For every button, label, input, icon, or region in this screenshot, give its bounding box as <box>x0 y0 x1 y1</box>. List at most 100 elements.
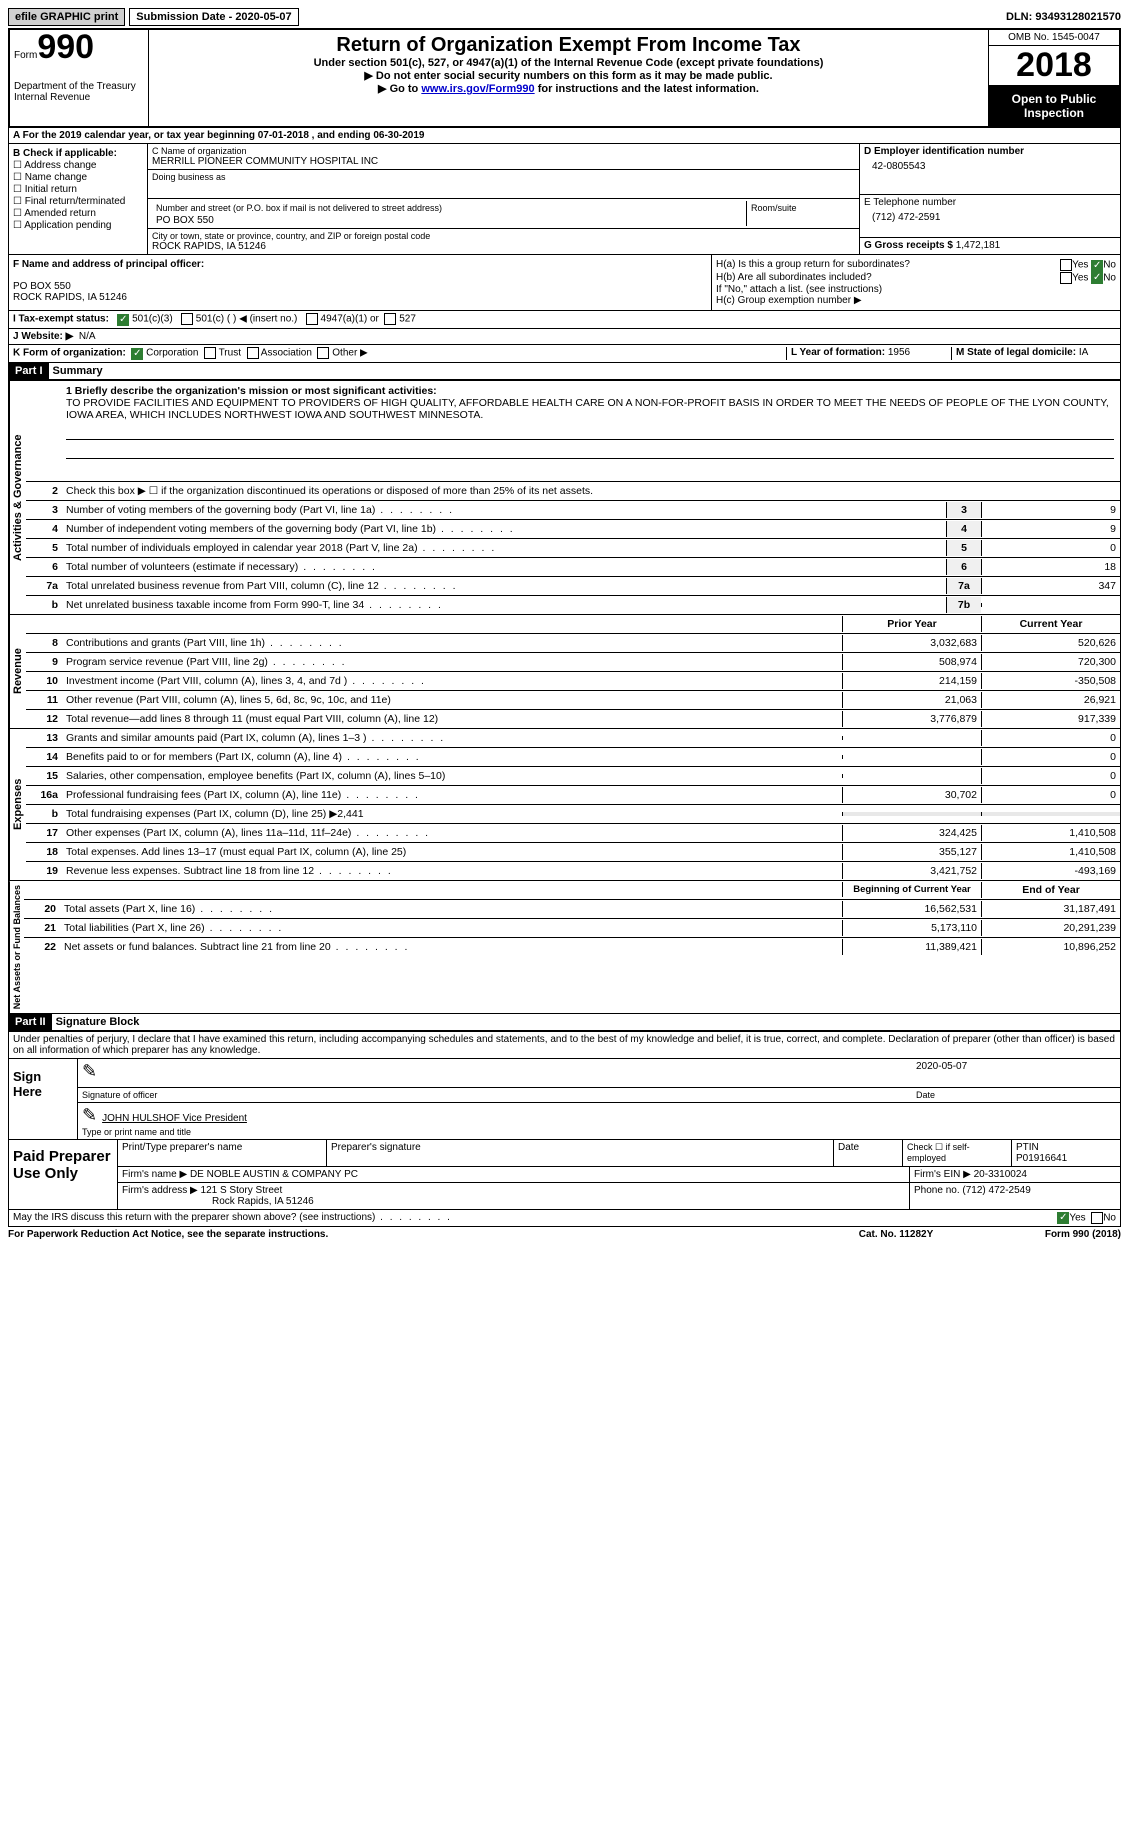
line-12: Total revenue—add lines 8 through 11 (mu… <box>62 711 842 727</box>
cb-corp[interactable]: ✓ <box>131 348 143 360</box>
form-footer: Form 990 (2018) <box>971 1229 1121 1240</box>
cb-name-change[interactable]: ☐ Name change <box>13 172 143 183</box>
header-right: OMB No. 1545-0047 2018 Open to Public In… <box>989 30 1119 126</box>
val-15c: 0 <box>981 768 1120 784</box>
form-subtitle: Under section 501(c), 527, or 4947(a)(1)… <box>155 57 982 69</box>
prep-date-hdr: Date <box>834 1140 903 1166</box>
cb-527[interactable] <box>384 313 396 325</box>
val-22p: 11,389,421 <box>842 939 981 955</box>
line-10: Investment income (Part VIII, column (A)… <box>62 673 842 689</box>
val-15p <box>842 774 981 778</box>
exp-label: Expenses <box>9 729 26 880</box>
irs-link[interactable]: www.irs.gov/Form990 <box>421 83 534 95</box>
cb-501c3[interactable]: ✓ <box>117 314 129 326</box>
main-info-block: B Check if applicable: ☐ Address change … <box>8 144 1121 255</box>
val-8c: 520,626 <box>981 635 1120 651</box>
hb-no[interactable]: ✓ <box>1091 272 1103 284</box>
val-8p: 3,032,683 <box>842 635 981 651</box>
officer-addr2: ROCK RAPIDS, IA 51246 <box>13 292 127 303</box>
efile-button[interactable]: efile GRAPHIC print <box>8 8 125 26</box>
val-9c: 720,300 <box>981 654 1120 670</box>
cb-initial-return[interactable]: ☐ Initial return <box>13 184 143 195</box>
website-value: N/A <box>79 331 96 342</box>
val-18c: 1,410,508 <box>981 844 1120 860</box>
end-year-hdr: End of Year <box>981 882 1120 898</box>
box-c: C Name of organization MERRILL PIONEER C… <box>148 144 859 254</box>
cb-trust[interactable] <box>204 347 216 359</box>
val-19c: -493,169 <box>981 863 1120 879</box>
line-3: Number of voting members of the governin… <box>62 502 946 518</box>
line-16a: Professional fundraising fees (Part IX, … <box>62 787 842 803</box>
line-8: Contributions and grants (Part VIII, lin… <box>62 635 842 651</box>
h-c-label: H(c) Group exemption number ▶ <box>716 295 1116 306</box>
val-20p: 16,562,531 <box>842 901 981 917</box>
box-f: F Name and address of principal officer:… <box>9 255 712 310</box>
firm-phone: (712) 472-2549 <box>962 1185 1030 1196</box>
mission-text: TO PROVIDE FACILITIES AND EQUIPMENT TO P… <box>66 397 1109 421</box>
officer-row: F Name and address of principal officer:… <box>8 255 1121 311</box>
line-18: Total expenses. Add lines 13–17 (must eq… <box>62 844 842 860</box>
org-city: ROCK RAPIDS, IA 51246 <box>152 241 855 252</box>
net-label: Net Assets or Fund Balances <box>9 881 24 1013</box>
cb-assoc[interactable] <box>247 347 259 359</box>
h-a-label: H(a) Is this a group return for subordin… <box>716 259 910 272</box>
form-word: Form <box>14 50 37 61</box>
line-5: Total number of individuals employed in … <box>62 540 946 556</box>
cb-other[interactable] <box>317 347 329 359</box>
val-11c: 26,921 <box>981 692 1120 708</box>
part-ii-title: Signature Block <box>52 1014 1120 1031</box>
prep-sig-hdr: Preparer's signature <box>327 1140 834 1166</box>
sign-here-section: Sign Here ✎ 2020-05-07 Signature of offi… <box>8 1059 1121 1140</box>
city-label: City or town, state or province, country… <box>152 231 855 241</box>
cb-app-pending[interactable]: ☐ Application pending <box>13 220 143 231</box>
ptin-label: PTIN <box>1016 1142 1039 1153</box>
ein-value: 42-0805543 <box>864 157 1116 176</box>
firm-name: DE NOBLE AUSTIN & COMPANY PC <box>190 1169 358 1180</box>
org-name: MERRILL PIONEER COMMUNITY HOSPITAL INC <box>152 156 855 167</box>
val-13c: 0 <box>981 730 1120 746</box>
val-16c: 0 <box>981 787 1120 803</box>
hb-yes[interactable] <box>1060 272 1072 284</box>
cb-4947[interactable] <box>306 313 318 325</box>
mission-label: 1 Briefly describe the organization's mi… <box>66 385 437 397</box>
paid-preparer-section: Paid Preparer Use Only Print/Type prepar… <box>8 1140 1121 1210</box>
org-address: PO BOX 550 <box>152 215 746 226</box>
cb-amended[interactable]: ☐ Amended return <box>13 208 143 219</box>
line-2: Check this box ▶ ☐ if the organization d… <box>62 483 1120 499</box>
val-12p: 3,776,879 <box>842 711 981 727</box>
discuss-yes[interactable]: ✓ <box>1057 1212 1069 1224</box>
discuss-no[interactable] <box>1091 1212 1103 1224</box>
cb-address-change[interactable]: ☐ Address change <box>13 160 143 171</box>
revenue-section: Revenue Prior YearCurrent Year 8Contribu… <box>8 615 1121 729</box>
cb-501c[interactable] <box>181 313 193 325</box>
val-10p: 214,159 <box>842 673 981 689</box>
h-note: If "No," attach a list. (see instruction… <box>716 284 1116 295</box>
expenses-section: Expenses 13Grants and similar amounts pa… <box>8 729 1121 881</box>
state-domicile: IA <box>1079 347 1088 358</box>
officer-name: JOHN HULSHOF Vice President <box>102 1113 247 1124</box>
firm-addr2: Rock Rapids, IA 51246 <box>122 1196 314 1207</box>
val-7b <box>981 603 1120 607</box>
val-13p <box>842 736 981 740</box>
firm-addr1: 121 S Story Street <box>201 1185 283 1196</box>
val-6: 18 <box>981 559 1120 575</box>
dept-irs: Internal Revenue <box>14 92 144 103</box>
top-bar: efile GRAPHIC print Submission Date - 20… <box>8 8 1121 26</box>
cb-final-return[interactable]: ☐ Final return/terminated <box>13 196 143 207</box>
phone-value: (712) 472-2591 <box>864 208 1116 227</box>
line-19: Revenue less expenses. Subtract line 18 … <box>62 863 842 879</box>
footer: For Paperwork Reduction Act Notice, see … <box>8 1227 1121 1242</box>
ha-yes[interactable] <box>1060 259 1072 271</box>
firm-ein: 20-3310024 <box>974 1169 1027 1180</box>
line-20: Total assets (Part X, line 16) <box>60 901 842 917</box>
form-note-1: ▶ Do not enter social security numbers o… <box>155 69 982 82</box>
prep-name-hdr: Print/Type preparer's name <box>118 1140 327 1166</box>
part-i-title: Summary <box>49 363 1120 380</box>
val-5: 0 <box>981 540 1120 556</box>
ha-no[interactable]: ✓ <box>1091 260 1103 272</box>
beg-year-hdr: Beginning of Current Year <box>842 882 981 897</box>
sig-officer-label: Signature of officer <box>82 1090 916 1100</box>
row-i: I Tax-exempt status: ✓ 501(c)(3) 501(c) … <box>8 311 1121 329</box>
prior-year-hdr: Prior Year <box>842 616 981 632</box>
pra-notice: For Paperwork Reduction Act Notice, see … <box>8 1229 821 1240</box>
